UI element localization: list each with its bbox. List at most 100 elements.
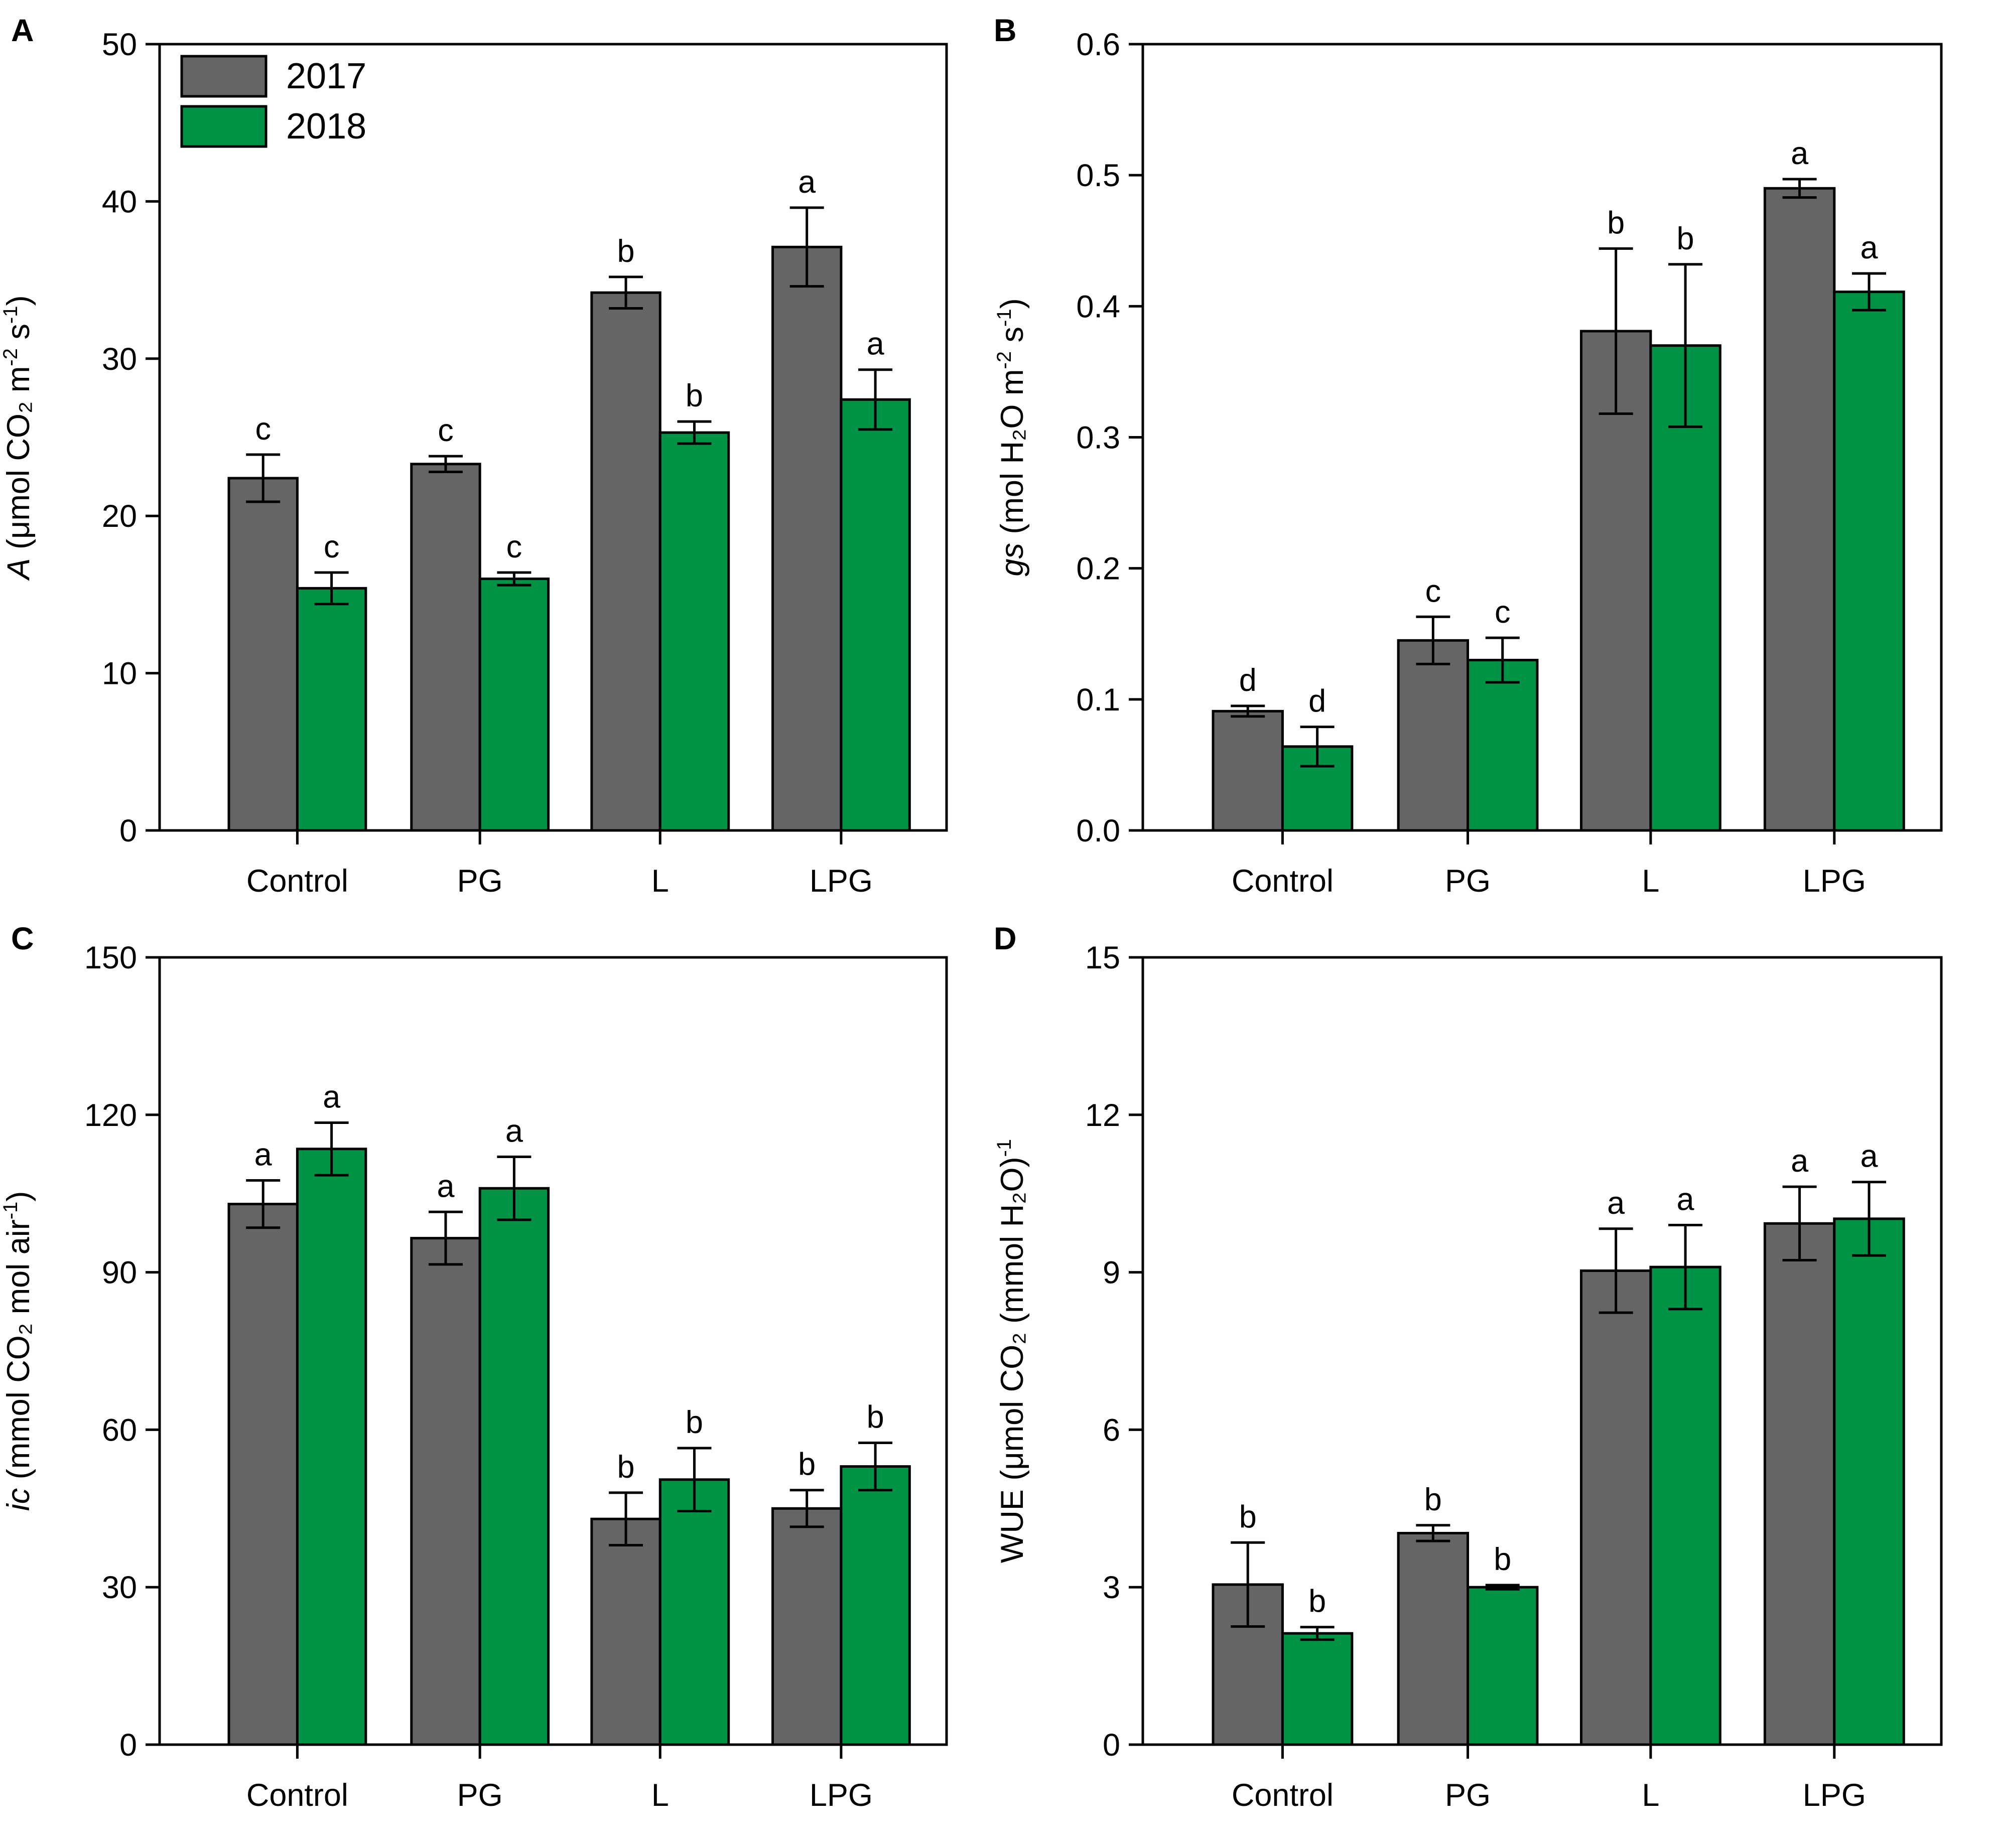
y-tick-label: 120 — [84, 1098, 137, 1133]
bar-2018-pg — [478, 1187, 550, 1746]
panel-b: B 0.0 0.1 0.2 0.3 0.4 0.5 0.6 d d Control c c PG b b La a… — [993, 13, 1943, 899]
x-tick-label: L — [651, 864, 669, 899]
significance-letter: b — [1239, 1499, 1257, 1534]
bar-2017-pg — [410, 463, 481, 832]
bar-2017-l — [590, 291, 661, 832]
plot-frame — [158, 956, 948, 1746]
significance-letter: b — [1424, 1482, 1442, 1517]
bar-2018-lpg — [1833, 1217, 1905, 1746]
x-tick-label: LPG — [1803, 864, 1866, 899]
x-tick-label: PG — [1445, 864, 1491, 899]
plot-frame — [1141, 956, 1943, 1746]
x-tick-label: Control — [1232, 1778, 1334, 1813]
y-tick-label: 12 — [1085, 1098, 1120, 1133]
y-tick-label: 0.2 — [1076, 551, 1120, 587]
significance-letter: c — [438, 413, 454, 448]
bar-2017-control — [1212, 709, 1284, 832]
y-tick-label: 3 — [1103, 1570, 1120, 1605]
y-tick-label: 0 — [1103, 1728, 1120, 1763]
y-tick-label: 0 — [119, 1728, 137, 1763]
bar-2018-pg — [1467, 658, 1539, 832]
bar-2017-l — [590, 1517, 661, 1746]
panel-letter: C — [11, 921, 34, 956]
y-tick-label: 0.3 — [1076, 420, 1120, 456]
y-tick-label: 50 — [102, 27, 137, 62]
significance-letter: b — [1308, 1584, 1326, 1619]
x-tick-label: Control — [246, 864, 348, 899]
y-tick-label: 9 — [1103, 1255, 1120, 1291]
x-tick-label: L — [1642, 864, 1659, 899]
bar-2017-lpg — [1763, 187, 1836, 832]
bar-2017-pg — [1397, 1531, 1470, 1746]
bar-2017-lpg — [1763, 1222, 1836, 1746]
bar-2018-lpg — [840, 398, 911, 832]
y-tick-label: 60 — [102, 1412, 137, 1448]
y-tick-label: 150 — [84, 940, 137, 975]
bar-2018-lpg — [840, 1465, 911, 1746]
x-tick-label: LPG — [810, 1778, 873, 1813]
x-tick-label: PG — [457, 1778, 503, 1813]
x-tick-label: PG — [1445, 1778, 1491, 1813]
significance-letter: a — [1860, 1139, 1878, 1174]
x-tick-label: PG — [457, 864, 503, 899]
bar-2018-control — [296, 587, 367, 832]
significance-letter: b — [798, 1447, 816, 1482]
plot-frame — [1141, 43, 1943, 832]
y-tick-label: 0.5 — [1076, 158, 1120, 193]
y-tick-label: 20 — [102, 499, 137, 534]
bar-2018-l — [658, 1478, 730, 1746]
significance-letter: a — [323, 1079, 341, 1114]
significance-letter: d — [1239, 663, 1257, 698]
bar-2017-lpg — [771, 1507, 843, 1746]
bar-2017-lpg — [771, 245, 843, 832]
y-tick-label: 0.4 — [1076, 289, 1120, 324]
bar-2017-l — [1579, 1269, 1652, 1746]
significance-letter: a — [798, 165, 816, 200]
significance-letter: d — [1308, 684, 1326, 719]
panel-d: D 0 3 6 9 12 15 b b Control b b PG a a La a LPG WUE (μmol … — [993, 921, 1943, 1813]
y-tick-label: 6 — [1103, 1412, 1120, 1448]
significance-letter: b — [686, 1405, 703, 1440]
significance-letter: a — [437, 1169, 455, 1204]
legend-swatch-2017 — [180, 55, 268, 98]
bar-2017-pg — [410, 1237, 481, 1746]
significance-letter: a — [867, 327, 885, 362]
y-tick-label: 30 — [102, 1570, 137, 1605]
significance-letter: c — [1425, 574, 1441, 609]
bar-2018-pg — [1467, 1586, 1539, 1746]
x-tick-label: LPG — [1803, 1778, 1866, 1813]
significance-letter: a — [1607, 1186, 1625, 1221]
bar-2018-control — [296, 1148, 367, 1746]
significance-letter: c — [506, 529, 522, 564]
significance-letter: a — [1791, 1144, 1809, 1179]
significance-letter: a — [1677, 1182, 1695, 1217]
y-axis-title: A (μmol CO₂ m-2 s-1) — [0, 296, 36, 582]
y-tick-label: 0.6 — [1076, 27, 1120, 62]
bar-2018-lpg — [1833, 291, 1905, 832]
y-axis-title: ic (mmol CO₂ mol air-1) — [0, 1191, 36, 1511]
bar-2018-pg — [478, 578, 550, 832]
bar-2018-l — [658, 431, 730, 832]
legend-label-2018: 2018 — [286, 106, 366, 147]
significance-letter: a — [254, 1138, 273, 1173]
legend: 2017 2018 — [180, 55, 366, 148]
x-tick-label: Control — [1232, 864, 1334, 899]
legend-swatch-2018 — [180, 105, 268, 148]
y-tick-label: 10 — [102, 656, 137, 691]
panel-letter: A — [11, 13, 34, 48]
y-tick-label: 15 — [1085, 940, 1120, 975]
significance-letter: b — [686, 378, 703, 413]
panel-c: C 0 30 60 90 120 150 a a Control a a PG b b Lb b LPG ic (m… — [0, 921, 948, 1813]
panel-a: A 0 10 20 30 40 50 c c Control c c PG b b La a LPG A (μmol… — [0, 13, 948, 899]
x-tick-label: Control — [246, 1778, 348, 1813]
x-tick-label: L — [651, 1778, 669, 1813]
significance-letter: b — [1494, 1542, 1511, 1577]
significance-letter: b — [617, 1450, 635, 1485]
x-tick-label: LPG — [810, 864, 873, 899]
panel-letter: D — [994, 921, 1017, 956]
y-tick-label: 90 — [102, 1255, 137, 1291]
significance-letter: a — [1860, 230, 1878, 265]
significance-letter: b — [1607, 205, 1625, 240]
significance-letter: b — [867, 1400, 884, 1435]
bar-2018-l — [1649, 1265, 1721, 1746]
